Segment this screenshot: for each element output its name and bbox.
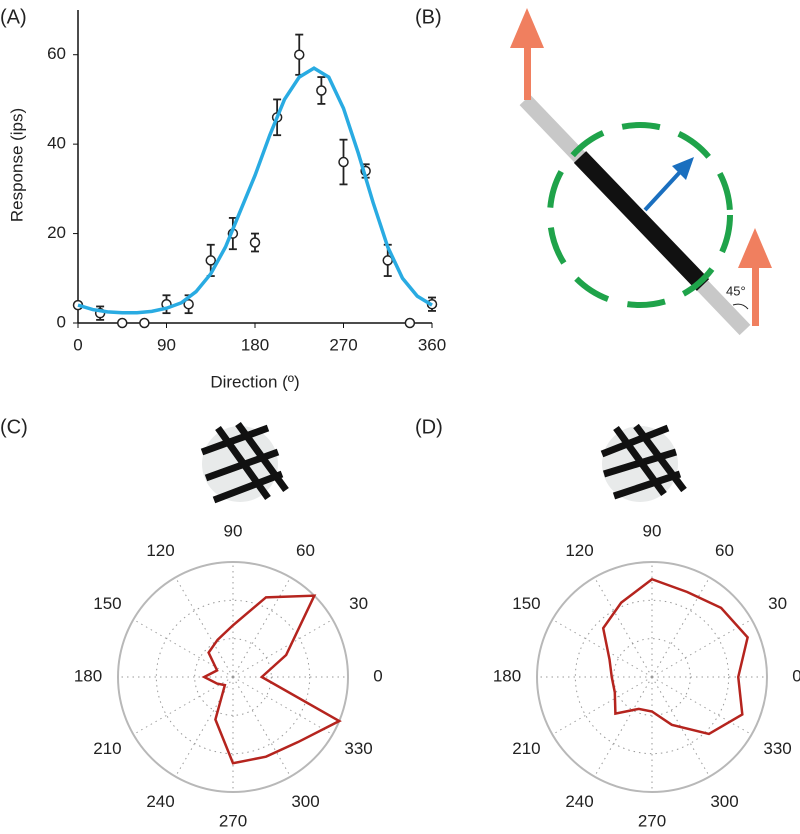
angle-tick-label: 270 <box>638 811 666 830</box>
orange-arrow-shaft <box>752 260 759 326</box>
angle-tick-label: 330 <box>344 739 372 758</box>
x-tick-label: 90 <box>157 335 176 354</box>
angle-label: 45° <box>726 283 746 298</box>
angle-tick-label: 0 <box>373 666 382 685</box>
tuning-polygon <box>201 594 342 765</box>
blue-arrow-shaft <box>643 170 682 212</box>
orange-arrow-head <box>510 8 544 48</box>
angle-tick-label: 30 <box>768 594 787 613</box>
data-point <box>183 298 194 310</box>
data-point <box>294 49 305 60</box>
data-point <box>316 85 327 96</box>
panel-label: (C) <box>0 416 28 438</box>
y-tick-label: 20 <box>47 223 66 242</box>
x-tick-label: 360 <box>418 335 446 354</box>
angle-tick-label: 90 <box>224 521 243 540</box>
grid-spoke <box>133 619 234 678</box>
data-point <box>139 317 150 329</box>
diagram-b: (B) 45° <box>415 6 772 336</box>
grid-circle <box>194 638 272 716</box>
aperture <box>547 122 733 308</box>
stimulus-icon <box>200 421 289 504</box>
data-point <box>338 156 349 168</box>
angle-tick-label: 150 <box>93 594 121 613</box>
angle-tick-label: 210 <box>512 739 540 758</box>
panel-label: (B) <box>415 6 442 28</box>
x-tick-label: 270 <box>329 335 357 354</box>
outer-circle <box>536 561 768 793</box>
angle-tick-label: 210 <box>93 739 121 758</box>
data-point <box>249 237 261 248</box>
x-tick-label: 0 <box>73 335 82 354</box>
grid-circle <box>613 638 691 716</box>
angle-tick-label: 60 <box>715 541 734 560</box>
x-axis-label: Direction (º) <box>210 372 299 391</box>
data-point <box>117 317 128 329</box>
y-axis-label: Response (ips) <box>7 108 26 222</box>
grid-spoke <box>552 676 653 735</box>
y-tick-label: 40 <box>47 134 66 153</box>
angle-tick-label: 330 <box>763 739 791 758</box>
angle-tick-label: 30 <box>349 594 368 613</box>
grid-spoke <box>175 577 234 678</box>
angle-arc <box>732 303 749 310</box>
angle-tick-label: 180 <box>493 666 521 685</box>
angle-tick-label: 60 <box>296 541 315 560</box>
grid-spoke <box>232 577 291 678</box>
angle-tick-label: 240 <box>565 792 593 811</box>
grid-spoke <box>651 577 710 678</box>
fit-line <box>77 66 433 315</box>
angle-tick-label: 90 <box>643 521 662 540</box>
angle-tick-label: 180 <box>74 666 102 685</box>
grid-spoke <box>232 619 333 678</box>
angle-tick-label: 300 <box>710 792 738 811</box>
stimulus-icon <box>600 423 687 502</box>
black-bar <box>573 151 710 291</box>
angle-tick-label: 0 <box>792 666 800 685</box>
orange-arrow-head <box>738 228 772 268</box>
angle-tick-label: 150 <box>512 594 540 613</box>
data-point <box>404 317 416 329</box>
angle-tick-label: 120 <box>565 541 593 560</box>
angle-tick-label: 270 <box>219 811 247 830</box>
panel-label: (D) <box>415 416 443 438</box>
grid-spoke <box>232 676 333 735</box>
panel-label: (A) <box>0 6 27 28</box>
grid-circle <box>155 599 311 755</box>
angle-tick-label: 300 <box>291 792 319 811</box>
blue-arrow-head <box>672 157 694 180</box>
grid-circle <box>574 599 730 755</box>
outer-circle <box>117 561 349 793</box>
y-tick-label: 0 <box>57 312 66 331</box>
x-tick-label: 180 <box>241 335 269 354</box>
grid-spoke <box>651 676 752 735</box>
tuning-polygon <box>601 577 749 736</box>
angle-tick-label: 120 <box>146 541 174 560</box>
data-point <box>205 255 216 266</box>
grid-spoke <box>175 676 234 777</box>
angle-tick-label: 240 <box>146 792 174 811</box>
grid-spoke <box>594 676 653 777</box>
grid-spoke <box>651 619 752 678</box>
orange-arrow-shaft <box>524 40 531 100</box>
y-tick-label: 60 <box>47 44 66 63</box>
